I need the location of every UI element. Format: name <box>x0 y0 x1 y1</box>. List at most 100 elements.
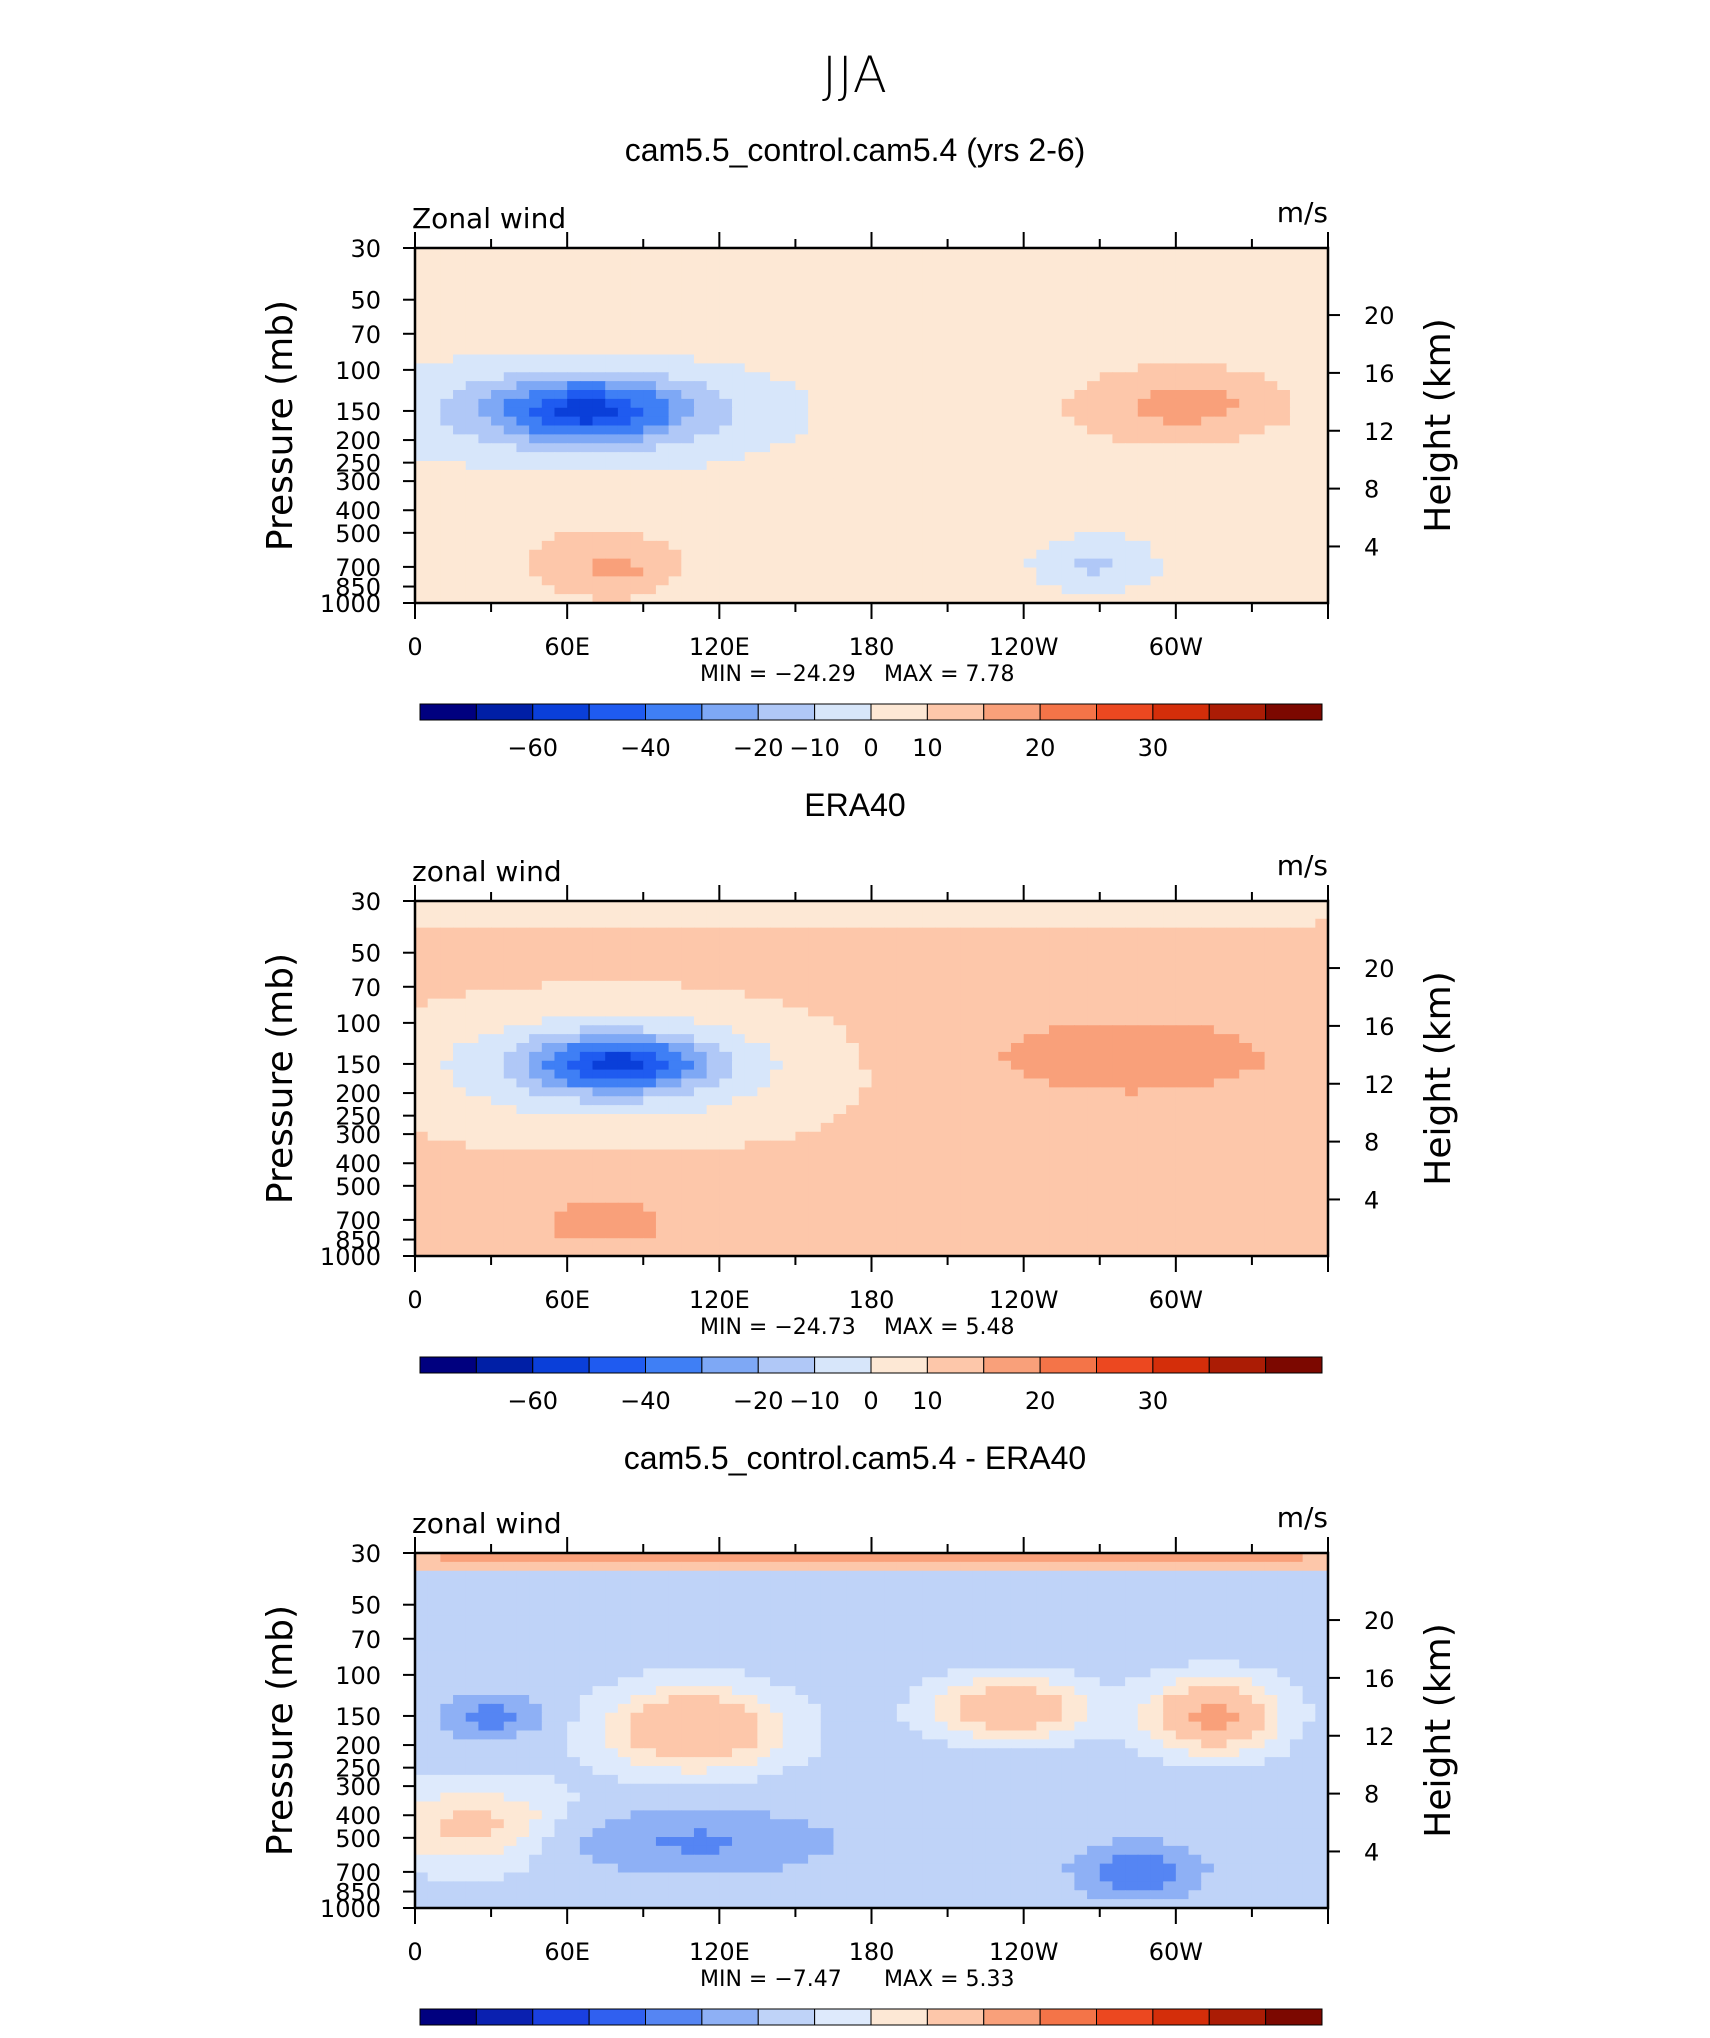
heatmap-cell <box>554 327 568 338</box>
heatmap-cell <box>820 478 835 489</box>
heatmap-cell <box>440 989 454 1000</box>
heatmap-cell <box>427 954 441 964</box>
heatmap-cell <box>757 1043 771 1053</box>
heatmap-cell <box>605 478 619 489</box>
heatmap-cell <box>706 319 720 329</box>
chart-panel-1: 3050701001502002503004005007008501000201… <box>260 196 1459 762</box>
heatmap-cell <box>884 909 898 920</box>
heatmap-cell <box>1277 1007 1291 1017</box>
heatmap-cell <box>478 265 492 276</box>
heatmap-cell <box>998 567 1012 577</box>
heatmap-cell <box>985 407 999 418</box>
heatmap-cell <box>541 918 556 929</box>
heatmap-cell <box>1061 416 1075 427</box>
heatmap-cell <box>871 576 885 586</box>
heatmap-cell <box>1087 1069 1101 1080</box>
heatmap-cell <box>1264 594 1278 604</box>
heatmap-cell <box>909 487 923 498</box>
heatmap-cell <box>1239 1060 1253 1071</box>
heatmap-cell <box>820 461 835 471</box>
heatmap-cell <box>1289 372 1304 382</box>
heatmap-cell <box>478 963 492 973</box>
heatmap-cell <box>896 945 911 955</box>
heatmap-cell <box>1201 398 1215 409</box>
heatmap-cell <box>1277 963 1291 973</box>
heatmap-cell <box>1137 1131 1152 1142</box>
heatmap-cell <box>972 336 987 347</box>
heatmap-cell <box>681 963 695 973</box>
heatmap-cell <box>465 310 480 320</box>
heatmap-cell <box>706 1114 720 1124</box>
heatmap-cell <box>465 972 480 982</box>
heatmap-cell <box>706 558 720 569</box>
heatmap-cell <box>605 1131 619 1142</box>
heatmap-cell <box>1277 576 1291 586</box>
heatmap-cell <box>1036 381 1050 391</box>
heatmap-cell <box>922 1078 936 1088</box>
heatmap-cell <box>1264 532 1278 542</box>
y-tick-label: 700 <box>335 554 381 582</box>
heatmap-cell <box>820 416 835 427</box>
heatmap-cell <box>681 901 695 911</box>
heatmap-cell <box>529 469 543 480</box>
heatmap-cell <box>960 549 974 560</box>
heatmap-cell <box>1112 319 1126 329</box>
heatmap-cell <box>770 372 784 382</box>
heatmap-cell <box>655 945 670 955</box>
heatmap-cell <box>909 469 923 480</box>
heatmap-cell <box>833 901 847 911</box>
heatmap-cell <box>1112 327 1126 338</box>
heatmap-cell <box>833 248 847 258</box>
heatmap-cell <box>1289 918 1304 929</box>
heatmap-cell <box>1099 980 1114 991</box>
heatmap-cell <box>808 336 822 347</box>
heatmap-cell <box>579 980 594 991</box>
heatmap-cell <box>808 354 822 364</box>
heatmap-cell <box>516 354 530 364</box>
heatmap-cell <box>630 265 644 276</box>
heatmap-cell <box>1264 496 1278 506</box>
heatmap-cell <box>1087 1131 1101 1142</box>
heatmap-cell <box>1277 1114 1291 1124</box>
heatmap-cell <box>1061 407 1075 418</box>
heatmap-cell <box>1302 963 1316 973</box>
heatmap-cell <box>427 558 441 569</box>
heatmap-cell <box>503 256 518 267</box>
heatmap-cell <box>440 416 454 427</box>
heatmap-cell <box>465 549 480 560</box>
heatmap-cell <box>909 390 923 400</box>
heatmap-cell <box>529 1105 543 1115</box>
heatmap-cell <box>1023 1140 1037 1151</box>
heatmap-cell <box>668 363 682 373</box>
heatmap-cell <box>884 532 898 542</box>
heatmap-cell <box>732 1060 746 1071</box>
heatmap-cell <box>643 1025 657 1035</box>
heatmap-cell <box>947 1140 961 1151</box>
heatmap-cell <box>1010 292 1025 302</box>
heatmap-cell <box>681 1105 695 1115</box>
heatmap-cell <box>415 469 429 480</box>
heatmap-cell <box>947 283 961 293</box>
heatmap-cell <box>909 514 923 524</box>
colorbar-swatch <box>701 703 759 721</box>
heatmap-cell <box>770 532 784 542</box>
heatmap-cell <box>808 443 822 453</box>
heatmap-cell <box>1226 927 1240 938</box>
heatmap-cell <box>820 1140 835 1151</box>
heatmap-cell <box>605 1016 619 1026</box>
heatmap-cell <box>605 310 619 320</box>
heatmap-cell <box>782 980 797 991</box>
heatmap-cell <box>884 936 898 946</box>
colorbar-swatch <box>1208 703 1267 721</box>
heatmap-cell <box>871 1034 885 1044</box>
heatmap-cell <box>681 487 695 498</box>
heatmap-cell <box>732 461 746 471</box>
heatmap-cell <box>693 918 708 929</box>
heatmap-cell <box>630 576 644 586</box>
heatmap-cell <box>440 1060 454 1071</box>
heatmap-cell <box>681 936 695 946</box>
heatmap-cell <box>782 1078 797 1088</box>
heatmap-cell <box>998 292 1012 302</box>
heatmap-cell <box>427 345 441 356</box>
heatmap-cell <box>1150 1105 1164 1115</box>
